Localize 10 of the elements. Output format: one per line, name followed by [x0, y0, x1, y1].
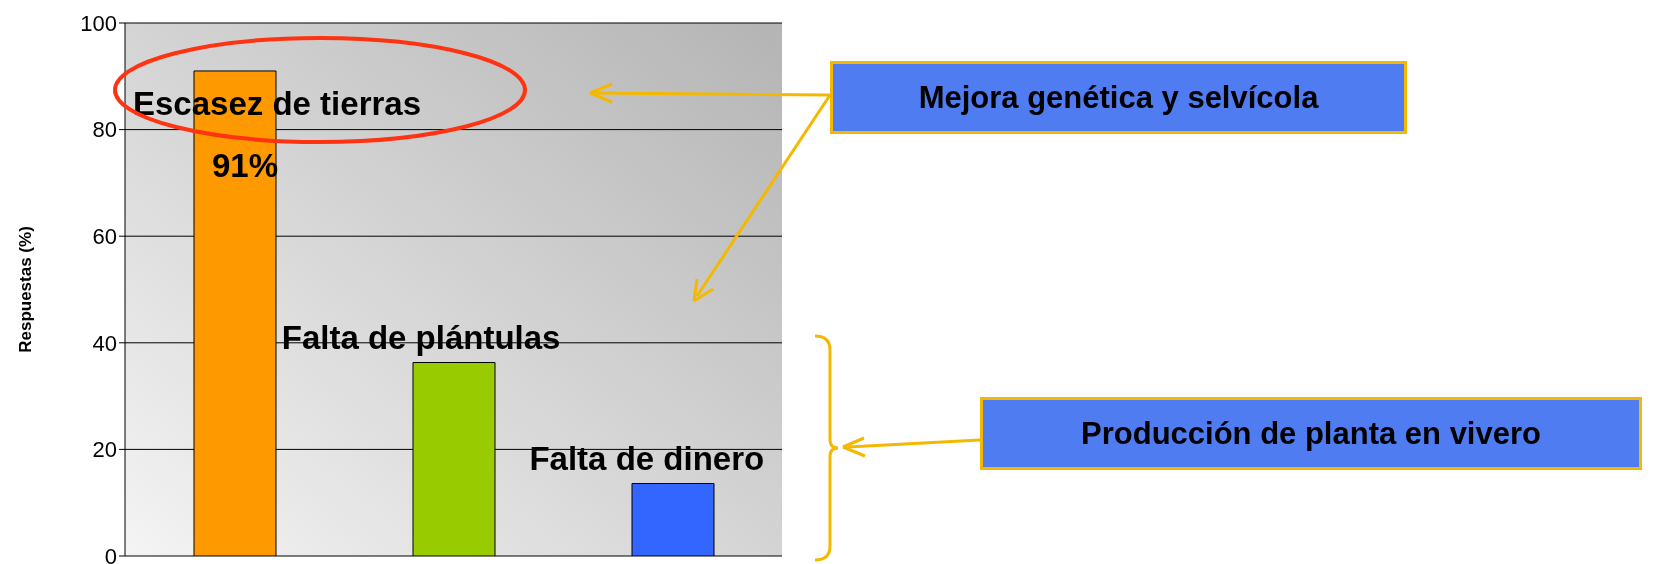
y-axis-title: Respuestas (%): [16, 226, 36, 353]
y-tick-label: 20: [92, 437, 117, 463]
text: Mejora genética y selvícola: [830, 61, 1407, 134]
y-tick-label: 100: [80, 10, 117, 36]
y-tick-label: 80: [92, 117, 117, 143]
y-tick-label: 60: [92, 224, 117, 250]
text: Producción de planta en vivero: [980, 397, 1642, 470]
y-tick-label: 40: [92, 330, 117, 356]
x-tick-label: Falta de dinero: [529, 439, 765, 477]
y-tick-label: 0: [104, 543, 117, 564]
